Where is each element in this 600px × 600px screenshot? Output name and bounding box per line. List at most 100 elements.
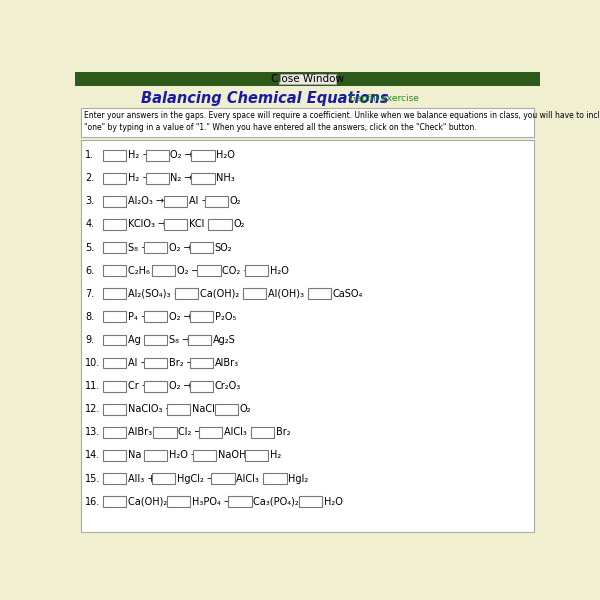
- Bar: [167, 404, 190, 415]
- Bar: [103, 196, 126, 207]
- Text: Na +: Na +: [128, 451, 152, 460]
- Text: 3.: 3.: [85, 196, 94, 206]
- Bar: [75, 72, 540, 86]
- Text: O₂ →: O₂ →: [170, 150, 193, 160]
- Text: CO₂ +: CO₂ +: [222, 266, 251, 275]
- Text: 4.: 4.: [85, 220, 94, 229]
- Text: H₂: H₂: [269, 451, 281, 460]
- Text: 8.: 8.: [85, 312, 94, 322]
- Text: KClO₃ →: KClO₃ →: [128, 220, 166, 229]
- Text: Br₂: Br₂: [276, 427, 290, 437]
- Text: Ag₂S: Ag₂S: [213, 335, 236, 345]
- Text: AlBr₃: AlBr₃: [215, 358, 239, 368]
- Bar: [103, 242, 126, 253]
- Text: Ca₃(PO₄)₂ +: Ca₃(PO₄)₂ +: [253, 497, 310, 506]
- Bar: [144, 450, 167, 461]
- Text: S₈ +: S₈ +: [128, 242, 149, 253]
- Bar: [103, 311, 126, 322]
- Bar: [263, 473, 287, 484]
- Text: Al₂O₃ →: Al₂O₃ →: [128, 196, 164, 206]
- Bar: [197, 265, 221, 276]
- Text: H₂O →: H₂O →: [169, 451, 199, 460]
- Text: H₂ +: H₂ +: [128, 150, 150, 160]
- Text: O₂ →: O₂ →: [169, 242, 191, 253]
- Text: Ca(OH)₂ →: Ca(OH)₂ →: [200, 289, 250, 299]
- Text: NaOH +: NaOH +: [218, 451, 257, 460]
- Text: 13.: 13.: [85, 427, 100, 437]
- Bar: [103, 496, 126, 507]
- Bar: [243, 289, 266, 299]
- Bar: [103, 289, 126, 299]
- Text: O₂ →: O₂ →: [169, 312, 191, 322]
- Bar: [199, 427, 222, 438]
- Text: 16.: 16.: [85, 497, 100, 506]
- Text: N₂ →: N₂ →: [170, 173, 193, 183]
- Bar: [175, 289, 198, 299]
- Bar: [103, 358, 126, 368]
- Text: 15.: 15.: [85, 473, 100, 484]
- Bar: [103, 150, 126, 161]
- Bar: [167, 496, 190, 507]
- Text: NaCl +: NaCl +: [192, 404, 226, 414]
- Bar: [164, 219, 187, 230]
- Text: AlBr₃ +: AlBr₃ +: [128, 427, 163, 437]
- Text: NH₃: NH₃: [216, 173, 235, 183]
- Bar: [308, 289, 331, 299]
- Bar: [103, 427, 126, 438]
- Bar: [193, 450, 216, 461]
- Text: P₂O₅: P₂O₅: [215, 312, 236, 322]
- Text: H₂O: H₂O: [324, 497, 343, 506]
- Text: Al₂(SO₄)₃ +: Al₂(SO₄)₃ +: [128, 289, 181, 299]
- Bar: [299, 496, 322, 507]
- Text: Cr +: Cr +: [128, 381, 149, 391]
- Bar: [153, 427, 176, 438]
- Text: O₂ →: O₂ →: [169, 381, 191, 391]
- Bar: [190, 358, 213, 368]
- Text: H₂O: H₂O: [269, 266, 289, 275]
- Text: H₂O: H₂O: [216, 150, 235, 160]
- Bar: [190, 242, 213, 253]
- Text: H₃PO₄ →: H₃PO₄ →: [192, 497, 232, 506]
- Text: 1.: 1.: [85, 150, 94, 160]
- Bar: [245, 265, 268, 276]
- Text: P₄ +: P₄ +: [128, 312, 149, 322]
- Bar: [144, 381, 167, 392]
- Text: Ag +: Ag +: [128, 335, 152, 345]
- Text: 9.: 9.: [85, 335, 94, 345]
- Bar: [251, 427, 274, 438]
- Bar: [144, 311, 167, 322]
- Text: Al +: Al +: [128, 358, 148, 368]
- Text: O₂ →: O₂ →: [176, 266, 199, 275]
- Bar: [205, 196, 229, 207]
- Bar: [164, 196, 187, 207]
- Bar: [245, 450, 268, 461]
- Text: CaSO₄: CaSO₄: [332, 289, 362, 299]
- Bar: [103, 404, 126, 415]
- Text: HgI₂: HgI₂: [288, 473, 308, 484]
- Text: HgCl₂ →: HgCl₂ →: [176, 473, 215, 484]
- Bar: [191, 150, 215, 161]
- Bar: [190, 381, 213, 392]
- Bar: [144, 335, 167, 346]
- Bar: [211, 473, 235, 484]
- Text: Ca(OH)₂ +: Ca(OH)₂ +: [128, 497, 178, 506]
- Text: NaClO₃ →: NaClO₃ →: [128, 404, 173, 414]
- Bar: [103, 450, 126, 461]
- Text: 10.: 10.: [85, 358, 100, 368]
- Text: Gapfill exercise: Gapfill exercise: [349, 94, 418, 103]
- Bar: [279, 74, 336, 84]
- Bar: [152, 473, 175, 484]
- Text: AlCl₃ +: AlCl₃ +: [236, 473, 270, 484]
- Text: Al(OH)₃ +: Al(OH)₃ +: [268, 289, 315, 299]
- Text: KCl +: KCl +: [189, 220, 215, 229]
- Bar: [103, 265, 126, 276]
- Text: AlI₃ +: AlI₃ +: [128, 473, 155, 484]
- Text: Balancing Chemical Equations: Balancing Chemical Equations: [141, 91, 389, 106]
- Text: Close Window: Close Window: [271, 74, 344, 84]
- Text: 2.: 2.: [85, 173, 94, 183]
- Bar: [103, 473, 126, 484]
- Text: 12.: 12.: [85, 404, 100, 414]
- Bar: [146, 150, 169, 161]
- Bar: [229, 496, 252, 507]
- Bar: [103, 335, 126, 346]
